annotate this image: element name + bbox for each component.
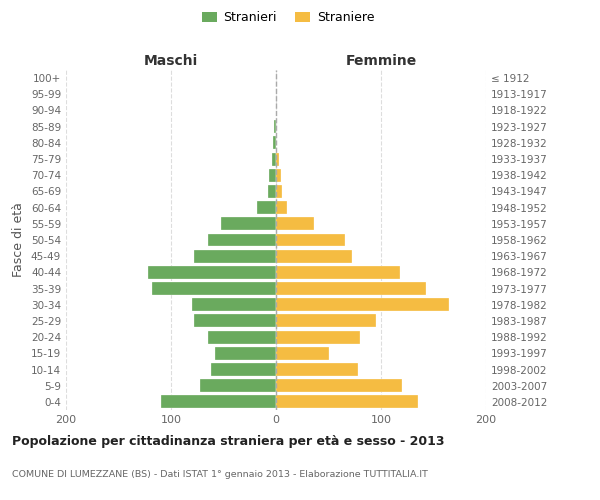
Bar [276, 314, 376, 328]
Bar [268, 185, 276, 198]
Bar [194, 314, 276, 328]
Bar [274, 120, 276, 133]
Bar [276, 185, 283, 198]
Bar [273, 136, 276, 149]
Bar [272, 152, 276, 166]
Bar [276, 234, 346, 246]
Bar [276, 330, 360, 344]
Bar [208, 234, 276, 246]
Bar [276, 347, 329, 360]
Bar [208, 330, 276, 344]
Bar [194, 250, 276, 262]
Bar [148, 266, 276, 279]
Bar [221, 218, 276, 230]
Bar [276, 201, 287, 214]
Bar [276, 169, 281, 181]
Bar [276, 363, 358, 376]
Legend: Stranieri, Straniere: Stranieri, Straniere [197, 6, 379, 29]
Bar [276, 266, 400, 279]
Text: COMUNE DI LUMEZZANE (BS) - Dati ISTAT 1° gennaio 2013 - Elaborazione TUTTITALIA.: COMUNE DI LUMEZZANE (BS) - Dati ISTAT 1°… [12, 470, 428, 479]
Bar [276, 282, 426, 295]
Bar [200, 379, 276, 392]
Text: Femmine: Femmine [346, 54, 416, 68]
Bar [269, 169, 276, 181]
Bar [276, 396, 418, 408]
Bar [276, 298, 449, 311]
Bar [276, 250, 352, 262]
Bar [276, 218, 314, 230]
Bar [152, 282, 276, 295]
Bar [161, 396, 276, 408]
Text: Maschi: Maschi [144, 54, 198, 68]
Bar [276, 152, 279, 166]
Bar [211, 363, 276, 376]
Bar [257, 201, 276, 214]
Bar [215, 347, 276, 360]
Bar [276, 379, 402, 392]
Bar [192, 298, 276, 311]
Y-axis label: Fasce di età: Fasce di età [13, 202, 25, 278]
Text: Popolazione per cittadinanza straniera per età e sesso - 2013: Popolazione per cittadinanza straniera p… [12, 435, 445, 448]
